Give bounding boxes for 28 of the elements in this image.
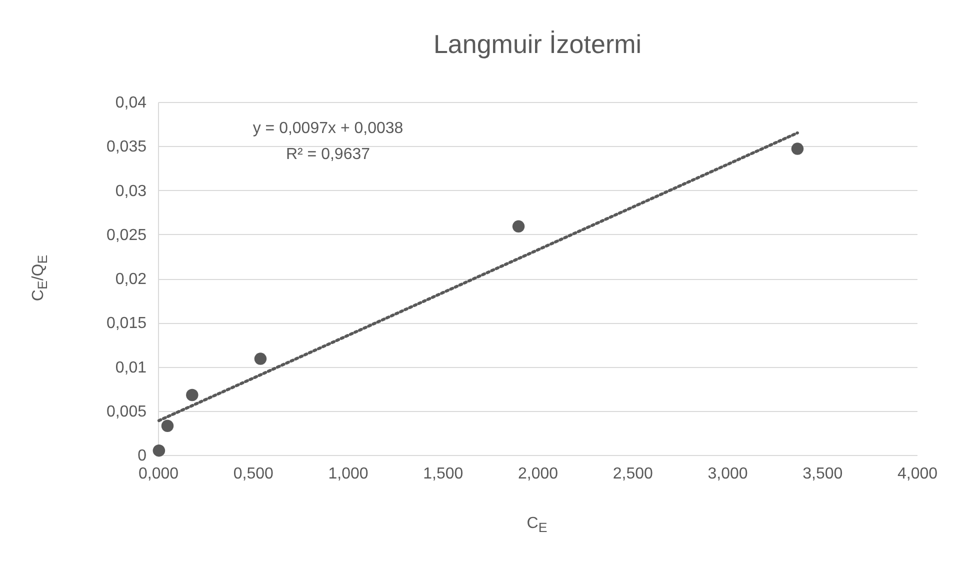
y-tick-label: 0,025 bbox=[106, 226, 147, 244]
y-tick-label: 0,005 bbox=[106, 403, 147, 420]
x-tick-label: 2,500 bbox=[612, 466, 653, 482]
x-tick-label: 4,000 bbox=[897, 466, 938, 482]
point bbox=[254, 352, 267, 365]
y-tick-label: 0,01 bbox=[115, 359, 147, 376]
x-tick-label: 0,000 bbox=[138, 466, 179, 482]
y-tick-label: 0,02 bbox=[115, 271, 147, 288]
point bbox=[791, 142, 804, 155]
x-axis-title: C$_{E}$ bbox=[526, 515, 548, 536]
point bbox=[152, 444, 166, 457]
y-tick-label: 0,04 bbox=[115, 94, 147, 112]
x-tick-label: 0,500 bbox=[233, 466, 274, 482]
point bbox=[512, 220, 525, 233]
annotation: R² = 0,9637 bbox=[286, 146, 370, 163]
y-tick-label: 0,015 bbox=[106, 315, 147, 332]
x-tick-label: 1,500 bbox=[423, 466, 464, 482]
y-tick-label: 0 bbox=[138, 448, 147, 464]
annotation: y = 0,0097x + 0,0038 bbox=[252, 120, 404, 137]
y-tick-label: 0,03 bbox=[115, 182, 147, 200]
x-tick-label: 3,500 bbox=[802, 466, 843, 482]
x-tick-label: 3,000 bbox=[708, 466, 748, 482]
point bbox=[186, 388, 198, 402]
chart-title: Langmuir İzotermi bbox=[433, 29, 642, 59]
x-tick-label: 1,000 bbox=[328, 466, 368, 482]
y-tick-label: 0,035 bbox=[106, 138, 147, 156]
x-tick-label: 2,000 bbox=[518, 466, 558, 482]
point bbox=[161, 420, 174, 432]
